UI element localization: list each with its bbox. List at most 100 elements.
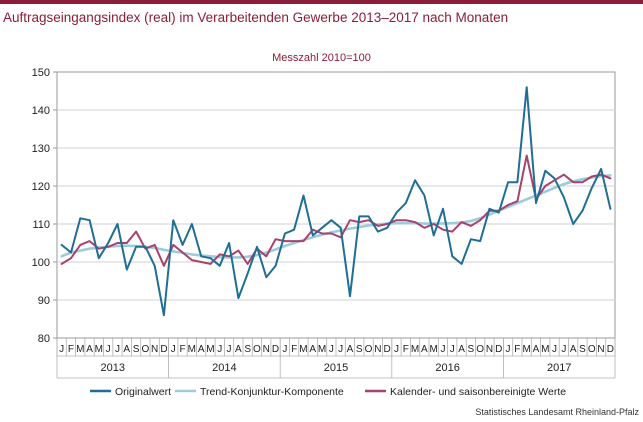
data-point-adjusted [451, 231, 453, 233]
x-tick-label: J [171, 344, 176, 355]
data-point-adjusted [219, 253, 221, 255]
data-point-original [544, 170, 546, 172]
x-tick-label: D [160, 344, 167, 355]
x-tick-label: M [299, 344, 307, 355]
data-point-original [98, 257, 100, 259]
data-point-original [144, 246, 146, 248]
x-tick-label: J [217, 344, 222, 355]
data-point-adjusted [591, 175, 593, 178]
x-tick-label: J [227, 344, 232, 355]
data-point-original [563, 196, 565, 198]
data-point-original [498, 212, 500, 214]
x-tick-label: M [188, 344, 196, 355]
data-point-original [284, 232, 286, 235]
data-point-original [507, 181, 509, 183]
data-point-original [488, 208, 491, 210]
data-point-trend [209, 255, 212, 257]
data-point-trend [423, 223, 425, 225]
data-point-original [219, 265, 221, 267]
data-point-adjusted [126, 242, 128, 244]
data-point-adjusted [172, 244, 174, 246]
x-tick-label: O [476, 344, 484, 355]
data-point-adjusted [321, 232, 323, 235]
y-tick-label: 150 [32, 67, 50, 79]
legend-label: Originalwert [115, 386, 171, 398]
x-tick-label: A [123, 344, 130, 355]
data-point-adjusted [200, 261, 202, 263]
legend-label: Trend-Konjunktur-Komponente [200, 386, 344, 398]
x-tick-label: J [506, 344, 511, 355]
data-point-trend [312, 236, 314, 238]
data-point-original [479, 240, 481, 242]
y-axis: 80 90 100 110 120 130 140 150 [32, 67, 57, 345]
x-tick-label: J [450, 344, 455, 355]
data-point-trend [526, 198, 528, 200]
series-lines [60, 86, 612, 317]
data-point-trend [116, 245, 119, 247]
legend: Originalwert Trend-Konjunktur-Komponente K… [90, 386, 566, 398]
data-point-original [433, 234, 435, 236]
data-point-original [107, 242, 109, 244]
year-label: 2013 [101, 362, 125, 374]
x-tick-label: M [429, 344, 437, 355]
data-point-original [442, 208, 444, 210]
data-point-original [163, 314, 165, 316]
data-point-trend [61, 255, 63, 257]
data-point-adjusted [302, 240, 305, 242]
source-note: Statistisches Landesamt Rheinland-Pfalz [475, 407, 639, 417]
x-tick-label: S [133, 344, 140, 355]
x-tick-label: O [253, 344, 261, 355]
data-point-original [386, 227, 388, 229]
x-tick-label: D [384, 344, 391, 355]
data-point-original [526, 86, 528, 88]
data-point-original [591, 187, 593, 189]
data-point-adjusted [367, 219, 370, 221]
data-point-adjusted [61, 263, 63, 265]
data-point-adjusted [526, 155, 528, 157]
data-point-original [70, 251, 72, 254]
data-point-original [293, 229, 295, 231]
x-tick-label: M [95, 344, 103, 355]
y-tick-label: 110 [32, 219, 50, 231]
data-point-original [228, 242, 230, 244]
data-point-original [321, 227, 323, 229]
x-tick-label: M [522, 344, 530, 355]
y-tick-label: 140 [32, 105, 50, 117]
x-tick-label: A [458, 344, 465, 355]
data-point-trend [293, 242, 295, 244]
x-tick-label: J [115, 344, 120, 355]
data-point-adjusted [293, 240, 295, 242]
data-point-original [265, 276, 267, 278]
data-point-original [340, 227, 342, 229]
data-point-adjusted [135, 231, 137, 233]
data-point-original [414, 179, 416, 181]
data-point-original [154, 265, 156, 267]
data-point-adjusted [581, 181, 584, 183]
data-point-trend [581, 178, 584, 180]
x-tick-label: A [570, 344, 577, 355]
year-label: 2014 [212, 362, 236, 374]
x-tick-label: A [421, 344, 428, 355]
data-point-adjusted [377, 225, 379, 227]
data-point-adjusted [330, 232, 332, 235]
year-label: 2017 [547, 362, 571, 374]
data-point-adjusted [563, 174, 565, 176]
data-point-original [572, 223, 574, 225]
data-point-original [302, 194, 305, 197]
data-point-adjusted [284, 240, 286, 242]
x-tick-label: N [486, 344, 493, 355]
x-tick-label: M [318, 344, 326, 355]
data-point-original [274, 265, 277, 267]
data-point-trend [563, 183, 565, 185]
x-tick-label: A [309, 344, 316, 355]
data-point-adjusted [405, 219, 407, 221]
x-tick-label: A [86, 344, 93, 355]
data-point-original [377, 231, 379, 233]
data-point-adjusted [274, 238, 277, 240]
data-point-adjusted [442, 229, 444, 231]
x-tick-label: J [394, 344, 399, 355]
data-point-adjusted [414, 221, 416, 223]
data-point-adjusted [116, 242, 119, 244]
x-tick-label: F [514, 344, 520, 355]
y-tick-label: 130 [32, 143, 50, 155]
